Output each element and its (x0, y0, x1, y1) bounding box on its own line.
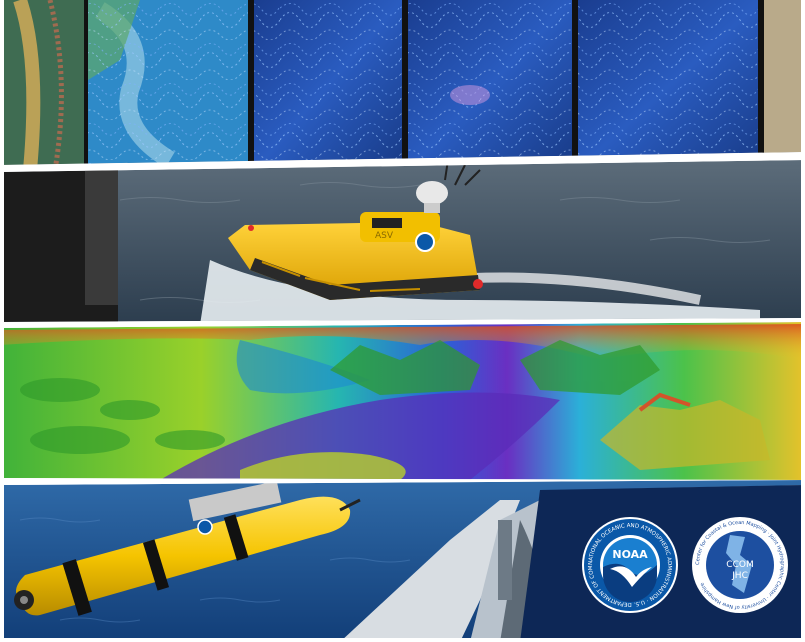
ccom-center-text-2: JHC (731, 571, 748, 581)
underwater-glider-panel (0, 480, 805, 642)
ccom-map-icon (726, 535, 752, 593)
underwater-glider (14, 480, 361, 616)
noaa-logo: NOAA NATIONAL OCEANIC AND ATMOSPHERIC AD… (582, 517, 678, 613)
seafloor-bathymetry-panel (0, 322, 805, 480)
ocean-current-display-wall-panel (0, 0, 805, 165)
noaa-center-text: NOAA (612, 548, 648, 561)
ccom-center-text-1: CCOM (726, 560, 753, 570)
ccom-jhc-logo: CCOM JHC Center for Coastal & Ocean Mapp… (692, 517, 788, 613)
autonomous-vessel: ASV (228, 160, 483, 300)
svg-text:ASV: ASV (375, 231, 394, 241)
autonomous-survey-vessel-panel: ASV (0, 160, 805, 322)
noaa-bird-icon (610, 566, 652, 587)
